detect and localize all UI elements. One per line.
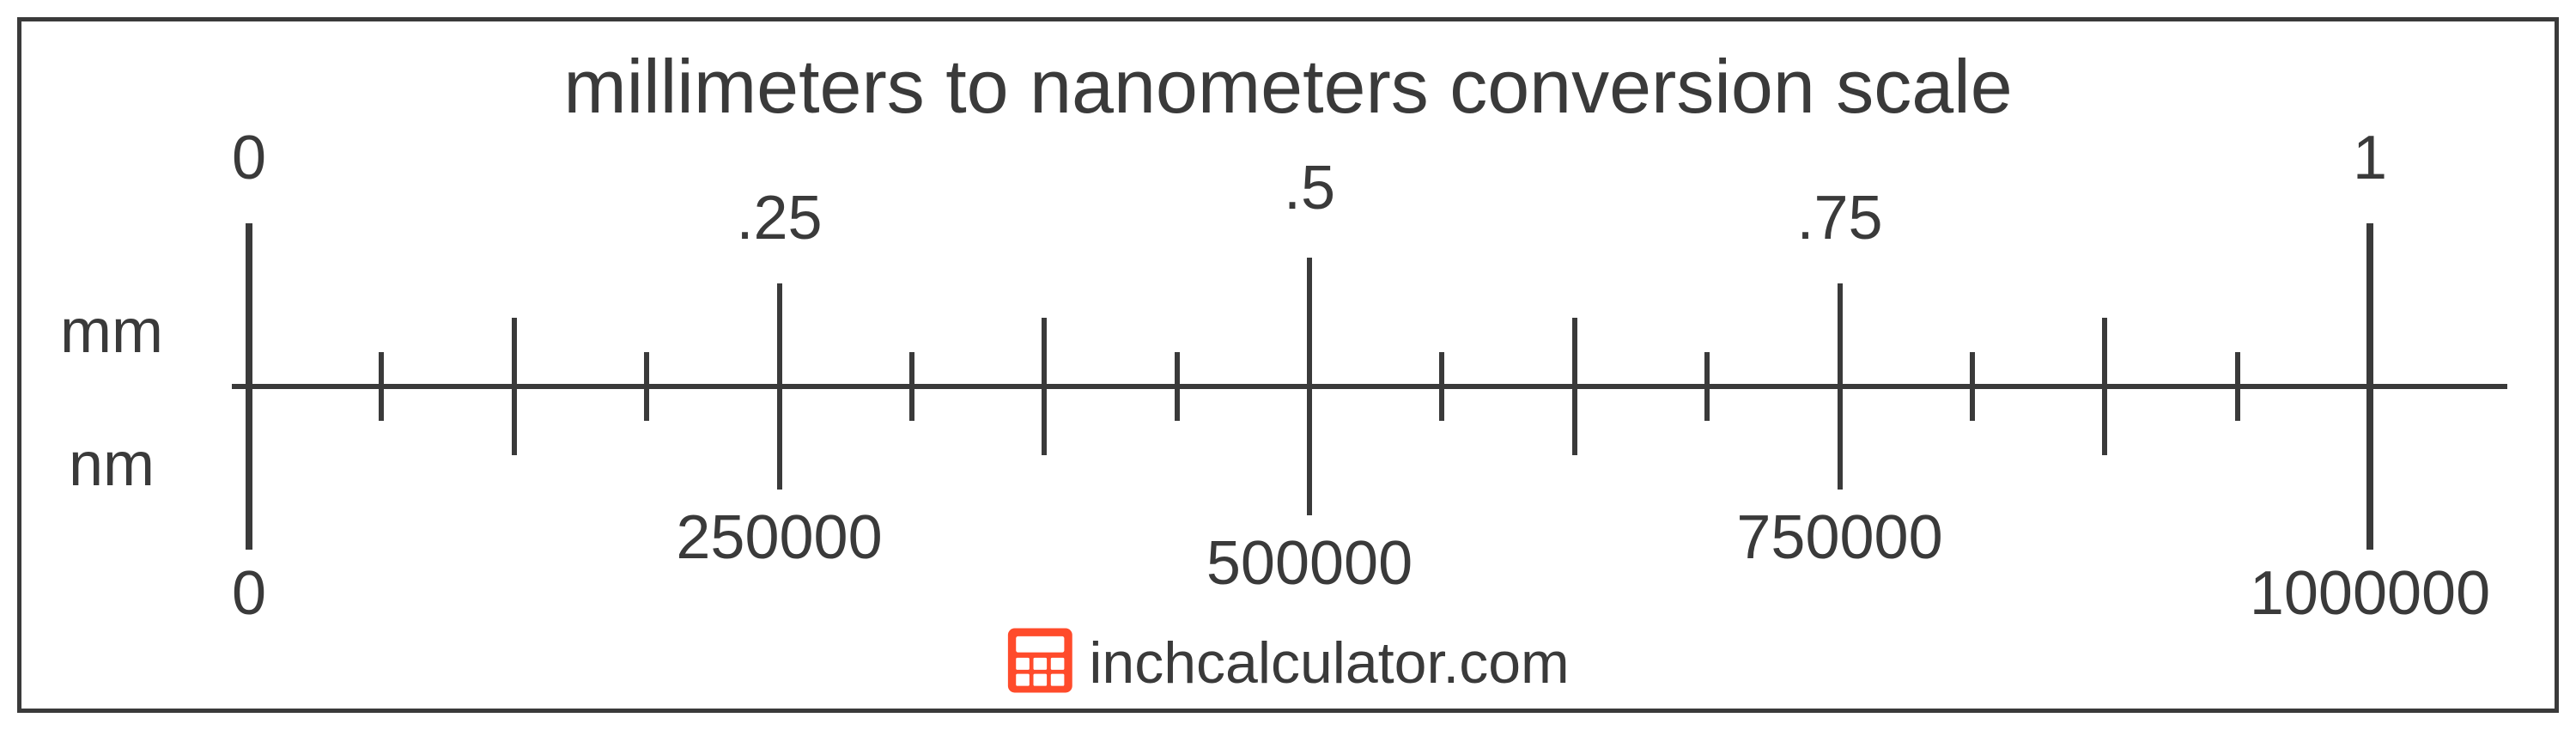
bottom-tick	[1307, 386, 1312, 515]
bottom-tick	[1838, 386, 1843, 490]
top-tick	[1970, 352, 1975, 386]
bottom-tick	[379, 386, 384, 421]
bottom-tick	[1175, 386, 1180, 421]
top-tick	[644, 352, 649, 386]
top-tick-label: 1	[2353, 123, 2387, 193]
bottom-tick-label: 1000000	[2250, 558, 2490, 629]
top-tick	[2235, 352, 2240, 386]
footer: inchcalculator.com	[1006, 627, 1569, 698]
top-tick	[2366, 223, 2373, 386]
diagram-title: millimeters to nanometers conversion sca…	[0, 43, 2576, 131]
bottom-tick-label: 0	[232, 558, 266, 629]
bottom-tick	[909, 386, 914, 421]
top-tick	[1704, 352, 1710, 386]
top-tick	[1307, 258, 1312, 386]
top-tick	[1175, 352, 1180, 386]
top-tick	[246, 223, 252, 386]
bottom-tick	[2366, 386, 2373, 550]
axis-line	[232, 384, 2507, 389]
calculator-icon	[1006, 627, 1073, 698]
top-tick	[512, 318, 517, 386]
top-tick-label: .25	[736, 183, 822, 253]
unit-label-mm: mm	[60, 296, 163, 367]
bottom-tick	[1704, 386, 1710, 421]
bottom-tick	[512, 386, 517, 455]
bottom-tick	[2235, 386, 2240, 421]
top-tick	[1838, 283, 1843, 386]
bottom-tick	[1042, 386, 1047, 455]
unit-label-nm: nm	[69, 429, 155, 500]
top-tick-label: .5	[1284, 153, 1335, 223]
top-tick-label: 0	[232, 123, 266, 193]
top-tick	[1439, 352, 1444, 386]
top-tick	[909, 352, 914, 386]
top-tick	[1572, 318, 1577, 386]
bottom-tick-label: 250000	[676, 502, 882, 573]
bottom-tick	[777, 386, 782, 490]
bottom-tick	[1970, 386, 1975, 421]
top-tick	[1042, 318, 1047, 386]
bottom-tick	[1439, 386, 1444, 421]
top-tick	[2102, 318, 2107, 386]
bottom-tick	[2102, 386, 2107, 455]
bottom-tick	[246, 386, 252, 550]
bottom-tick-label: 750000	[1736, 502, 1942, 573]
top-tick-label: .75	[1796, 183, 1882, 253]
bottom-tick	[644, 386, 649, 421]
footer-text: inchcalculator.com	[1089, 630, 1569, 697]
top-tick	[777, 283, 782, 386]
top-tick	[379, 352, 384, 386]
bottom-tick	[1572, 386, 1577, 455]
bottom-tick-label: 500000	[1206, 528, 1413, 599]
